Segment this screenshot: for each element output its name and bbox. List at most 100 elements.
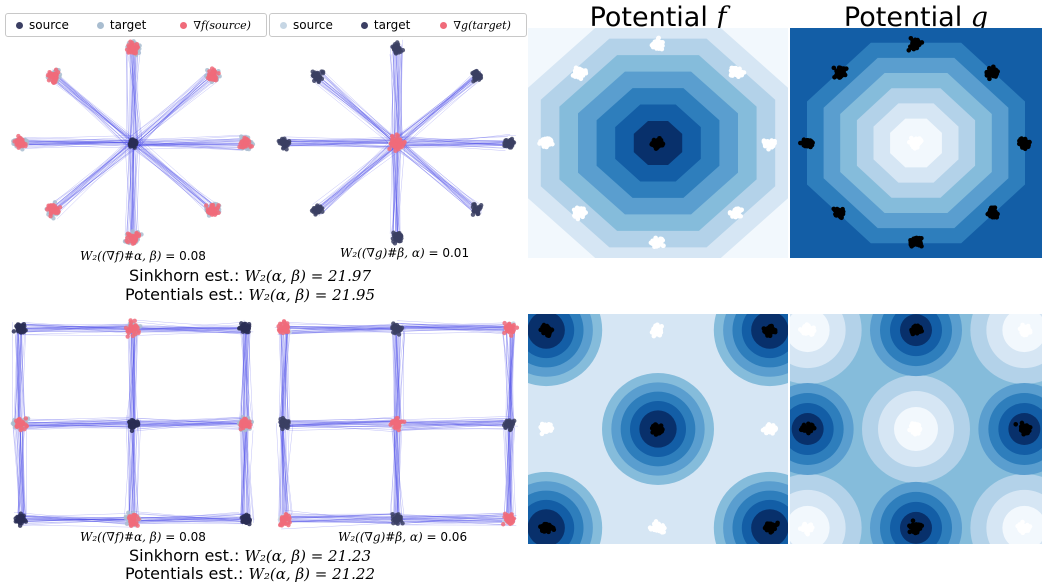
black-point <box>836 71 841 76</box>
gradient-point <box>241 419 245 423</box>
transport-line <box>53 81 138 145</box>
transport-line <box>137 138 213 210</box>
source-point <box>131 424 135 428</box>
white-point <box>915 422 920 427</box>
gradient-point <box>216 71 220 75</box>
source-point <box>14 324 18 328</box>
black-point <box>772 527 777 532</box>
gradient-point <box>216 203 220 207</box>
white-point <box>773 426 778 431</box>
transport-line <box>399 416 510 419</box>
transport-line <box>323 77 398 146</box>
white-point <box>742 70 747 75</box>
black-point <box>840 207 845 212</box>
white-point <box>654 238 659 243</box>
transport-line <box>133 70 210 138</box>
gradient-point <box>133 319 137 323</box>
target-point <box>476 73 480 77</box>
transport-line <box>314 76 396 146</box>
gradient-point <box>129 523 133 527</box>
gradient-point <box>48 204 52 208</box>
transport-line <box>50 151 133 213</box>
gradient-point <box>287 516 291 520</box>
black-point <box>654 423 659 428</box>
transport-line <box>405 75 479 138</box>
transport-line <box>58 144 138 209</box>
legend-item-grad-f: ∇f(source) <box>146 19 251 32</box>
gradient-point <box>210 76 214 80</box>
star-g-plot <box>272 38 522 248</box>
target-point <box>280 422 284 426</box>
black-point <box>838 75 843 80</box>
gradient-point <box>49 74 53 78</box>
target-point <box>508 427 512 431</box>
transport-line <box>132 145 212 214</box>
star-f-plot <box>8 38 258 248</box>
black-point <box>543 326 548 331</box>
gradient-point <box>395 138 399 142</box>
black-point <box>659 138 664 143</box>
white-point <box>573 211 578 216</box>
black-point <box>993 70 998 75</box>
transport-line <box>132 148 215 212</box>
black-point <box>549 525 554 530</box>
transport-line <box>49 75 124 144</box>
white-point <box>654 528 659 533</box>
transport-line <box>134 70 211 144</box>
white-point <box>659 240 664 245</box>
black-point <box>768 522 773 527</box>
white-point <box>909 136 914 141</box>
transport-line <box>400 76 476 144</box>
source-point <box>12 329 16 333</box>
transport-line <box>139 69 211 146</box>
black-point <box>919 236 924 241</box>
transport-line <box>22 525 133 527</box>
dot-icon <box>440 22 447 29</box>
gradient-point <box>17 138 21 142</box>
transport-line <box>403 142 477 210</box>
legend-item-source: source <box>6 18 69 32</box>
white-point <box>729 66 734 71</box>
white-point <box>732 72 737 77</box>
gradient-point <box>207 207 211 211</box>
black-point <box>916 240 921 245</box>
white-point <box>915 137 920 142</box>
gradient-point <box>210 71 214 75</box>
gradient-point <box>509 334 513 338</box>
white-point <box>656 36 661 41</box>
target-point <box>284 147 288 151</box>
target-point <box>321 70 325 74</box>
white-point <box>772 141 777 146</box>
black-point <box>773 330 778 335</box>
transport-line <box>316 81 398 146</box>
target-point <box>313 70 317 74</box>
black-point <box>655 428 660 433</box>
dot-icon <box>16 22 23 29</box>
black-point <box>547 329 552 334</box>
white-point <box>805 328 810 333</box>
gradient-point <box>281 519 285 523</box>
grid-f-plot <box>8 318 258 530</box>
gradient-point <box>131 327 135 331</box>
transport-line <box>51 140 133 205</box>
transport-line <box>318 72 395 138</box>
gradient-point <box>501 522 505 526</box>
gradient-point <box>389 144 393 148</box>
white-point <box>1027 329 1032 334</box>
gradient-point <box>25 424 29 428</box>
white-point <box>731 211 736 216</box>
legend-g: source target ∇g(target) <box>269 13 527 37</box>
target-point <box>505 143 509 147</box>
gradient-point <box>128 514 132 518</box>
target-point <box>317 79 321 83</box>
gradient-point <box>508 324 512 328</box>
white-point <box>737 67 742 72</box>
white-point <box>547 423 552 428</box>
black-point <box>540 524 545 529</box>
target-point <box>478 206 482 210</box>
transport-line <box>18 335 133 336</box>
target-point <box>395 40 399 44</box>
target-point <box>507 423 511 427</box>
gradient-point <box>125 47 129 51</box>
potential-g-star-map <box>790 28 1042 258</box>
